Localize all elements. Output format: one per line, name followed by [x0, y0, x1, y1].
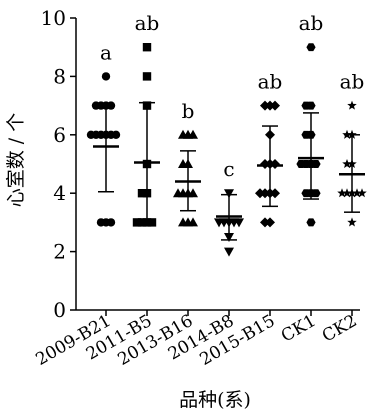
- series-group: b: [173, 99, 201, 227]
- data-point: [357, 188, 367, 198]
- y-tick-label: 0: [53, 298, 66, 322]
- y-tick-label: 4: [53, 181, 66, 205]
- y-tick-label: 8: [53, 64, 66, 88]
- data-point: [306, 43, 316, 52]
- x-tick-label: CK2: [319, 311, 361, 347]
- significance-label: b: [182, 99, 195, 123]
- data-point: [301, 189, 311, 198]
- series-group: a: [86, 40, 121, 227]
- data-point: [311, 189, 321, 198]
- axes: [75, 18, 360, 311]
- data-point: [270, 100, 280, 111]
- series-group: ab: [337, 70, 367, 227]
- data-point: [301, 130, 311, 139]
- data-point: [106, 101, 116, 110]
- data-point: [142, 72, 152, 81]
- data-point: [214, 218, 224, 228]
- data-point: [91, 101, 101, 110]
- data-point: [347, 217, 357, 227]
- data-point: [301, 101, 311, 110]
- significance-label: a: [100, 40, 112, 64]
- data-point: [101, 72, 111, 81]
- y-axis-label: 心室数 / 个: [5, 113, 27, 207]
- data-point: [137, 189, 147, 198]
- data-point: [311, 160, 321, 168]
- data-point: [352, 188, 362, 198]
- data-point: [142, 43, 152, 52]
- data-point: [260, 217, 270, 228]
- data-point: [178, 129, 188, 139]
- significance-label: c: [223, 157, 234, 181]
- data-point: [347, 100, 357, 110]
- data-point: [173, 188, 183, 198]
- data-point: [111, 130, 121, 139]
- data-point: [255, 188, 265, 199]
- data-point: [342, 159, 352, 169]
- data-point: [96, 218, 106, 227]
- data-point: [106, 218, 116, 227]
- series-group: ab: [296, 11, 324, 227]
- data-point: [86, 130, 96, 139]
- data-point: [188, 217, 198, 227]
- y-tick-label: 10: [41, 6, 66, 30]
- significance-label: ab: [258, 70, 283, 94]
- data-point: [178, 217, 188, 227]
- data-point: [178, 159, 188, 168]
- y-tick-label: 6: [53, 123, 66, 147]
- series-group: c: [214, 157, 244, 257]
- x-axis-label: 品种(系): [179, 389, 251, 411]
- data-point: [296, 160, 306, 168]
- data-point: [306, 218, 316, 227]
- data-point: [234, 218, 244, 228]
- data-point: [337, 188, 347, 198]
- data-point: [188, 188, 198, 198]
- y-tick-label: 2: [53, 240, 66, 264]
- data-point: [224, 189, 234, 199]
- significance-label: ab: [299, 11, 324, 35]
- x-tick-label: CK1: [278, 311, 320, 347]
- data-point: [132, 218, 142, 227]
- data-point: [224, 247, 234, 257]
- data-point: [342, 188, 352, 198]
- significance-label: ab: [135, 11, 160, 35]
- data-point: [260, 100, 270, 111]
- series-group: ab: [255, 70, 283, 228]
- series-group: ab: [132, 11, 160, 227]
- y-ticks: 0 2 4 6 8 10: [41, 6, 76, 322]
- data-point: [270, 188, 280, 199]
- data-point: [188, 129, 198, 139]
- significance-label: ab: [340, 70, 365, 94]
